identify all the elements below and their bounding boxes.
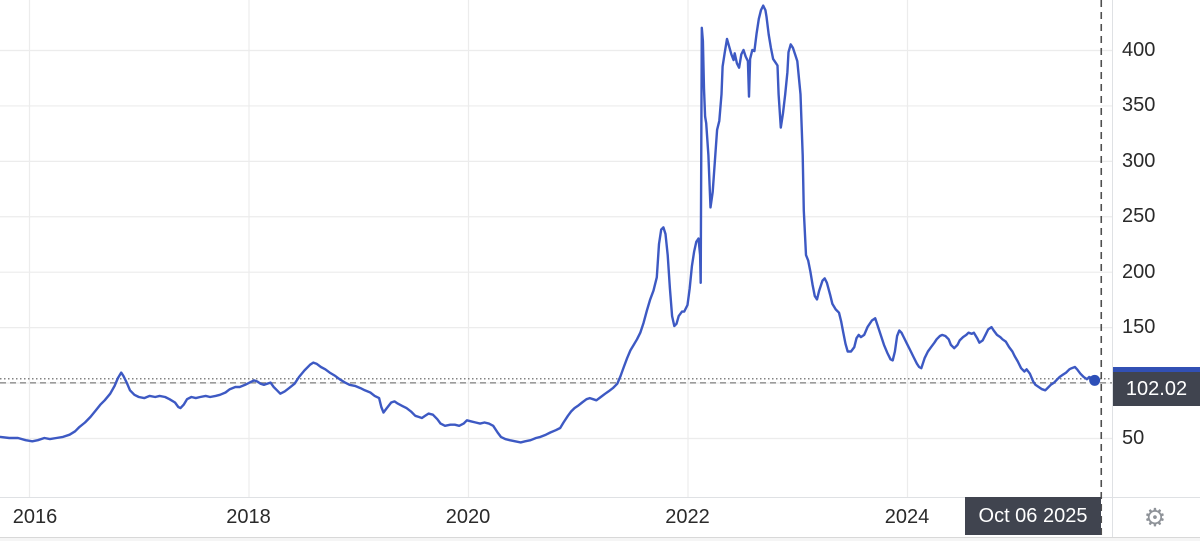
- time-axis-label: 2016: [12, 506, 58, 528]
- price-axis-label: 50: [1122, 427, 1145, 449]
- last-date-value: Oct 06 2025: [978, 504, 1088, 527]
- last-price-value: 102.02: [1125, 377, 1188, 400]
- bottom-divider: [0, 537, 1200, 541]
- time-axis-label: 2024: [884, 506, 930, 528]
- last-price-badge: 102.02: [1113, 367, 1200, 406]
- price-axis-label: 350: [1122, 94, 1156, 117]
- gear-icon: ⚙: [1143, 503, 1167, 532]
- price-axis-label: 200: [1122, 260, 1156, 283]
- price-axis-label: 300: [1122, 149, 1156, 172]
- time-axis-label: 2020: [445, 506, 491, 528]
- time-axis-label: 2018: [226, 506, 271, 528]
- price-line: [0, 4, 1096, 444]
- price-axis-label: 150: [1122, 316, 1156, 339]
- price-axis-label: 250: [1122, 205, 1156, 228]
- time-axis-label: 2022: [665, 506, 710, 528]
- price-axis-label: 400: [1122, 38, 1156, 61]
- last-date-badge: Oct 06 2025: [965, 497, 1101, 535]
- settings-button[interactable]: ⚙: [1138, 502, 1172, 534]
- last-point-marker: [1089, 374, 1101, 386]
